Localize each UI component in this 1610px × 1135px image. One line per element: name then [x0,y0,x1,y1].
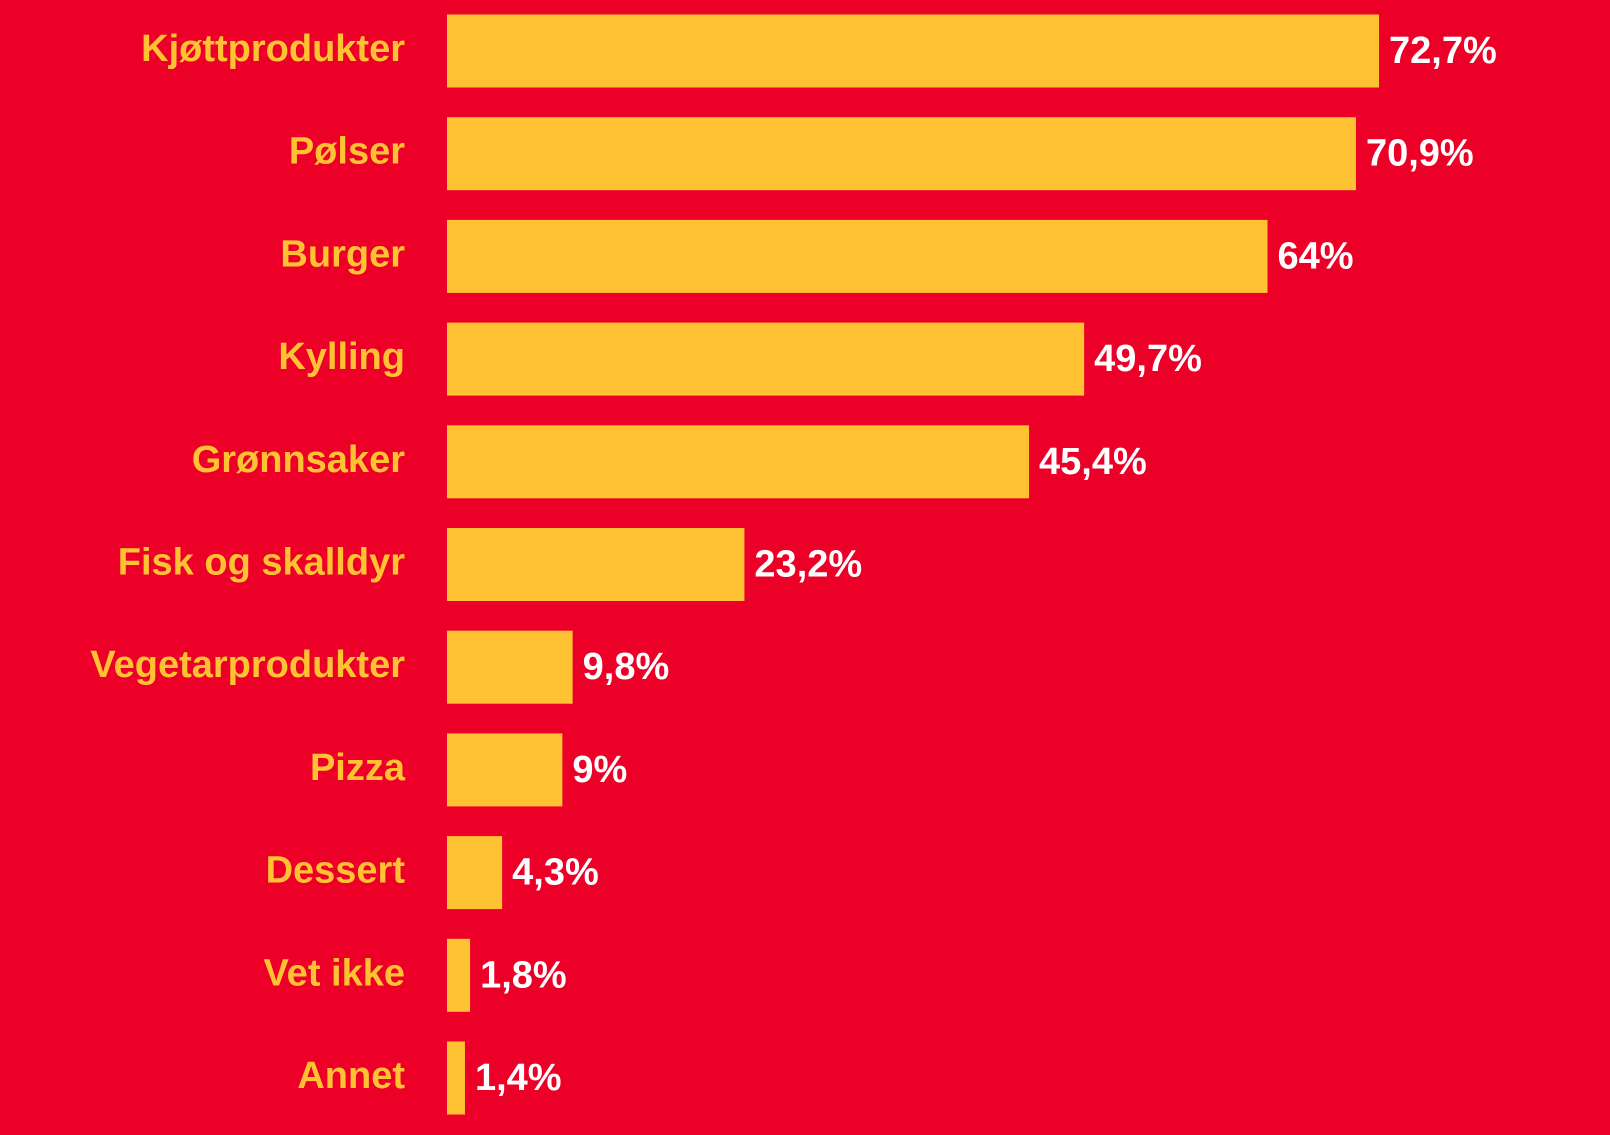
value-label: 49,7% [1094,338,1202,380]
bar [447,219,1268,293]
category-label: Vet ikke [263,952,405,994]
bar [447,938,471,1012]
value-label: 4,3% [512,852,599,894]
value-label: 1,4% [475,1057,562,1099]
bar [447,528,745,601]
value-label: 9,8% [583,646,670,688]
value-label: 45,4% [1039,441,1147,483]
category-label: Dessert [266,850,406,892]
bar [447,630,573,704]
value-label: 23,2% [754,544,862,586]
category-label: Vegetarprodukter [90,644,405,686]
category-label: Grønnsaker [192,439,406,481]
category-label: Pølser [289,131,405,173]
category-label: Burger [280,233,405,275]
value-label: 70,9% [1366,133,1474,175]
category-label: Annet [297,1055,405,1097]
bar [447,425,1030,499]
bar [447,117,1356,191]
value-label: 64% [1277,235,1353,277]
bar [447,14,1380,88]
category-label: Pizza [310,747,406,789]
bar [447,733,563,807]
category-label: Kjøttprodukter [141,28,405,70]
value-label: 1,8% [480,954,567,996]
value-label: 9% [572,749,627,791]
category-label: Kylling [278,336,405,378]
bar [447,322,1085,396]
category-label: Fisk og skalldyr [118,542,405,584]
value-label: 72,7% [1389,30,1497,72]
bar [447,836,503,910]
bar [447,1041,465,1115]
